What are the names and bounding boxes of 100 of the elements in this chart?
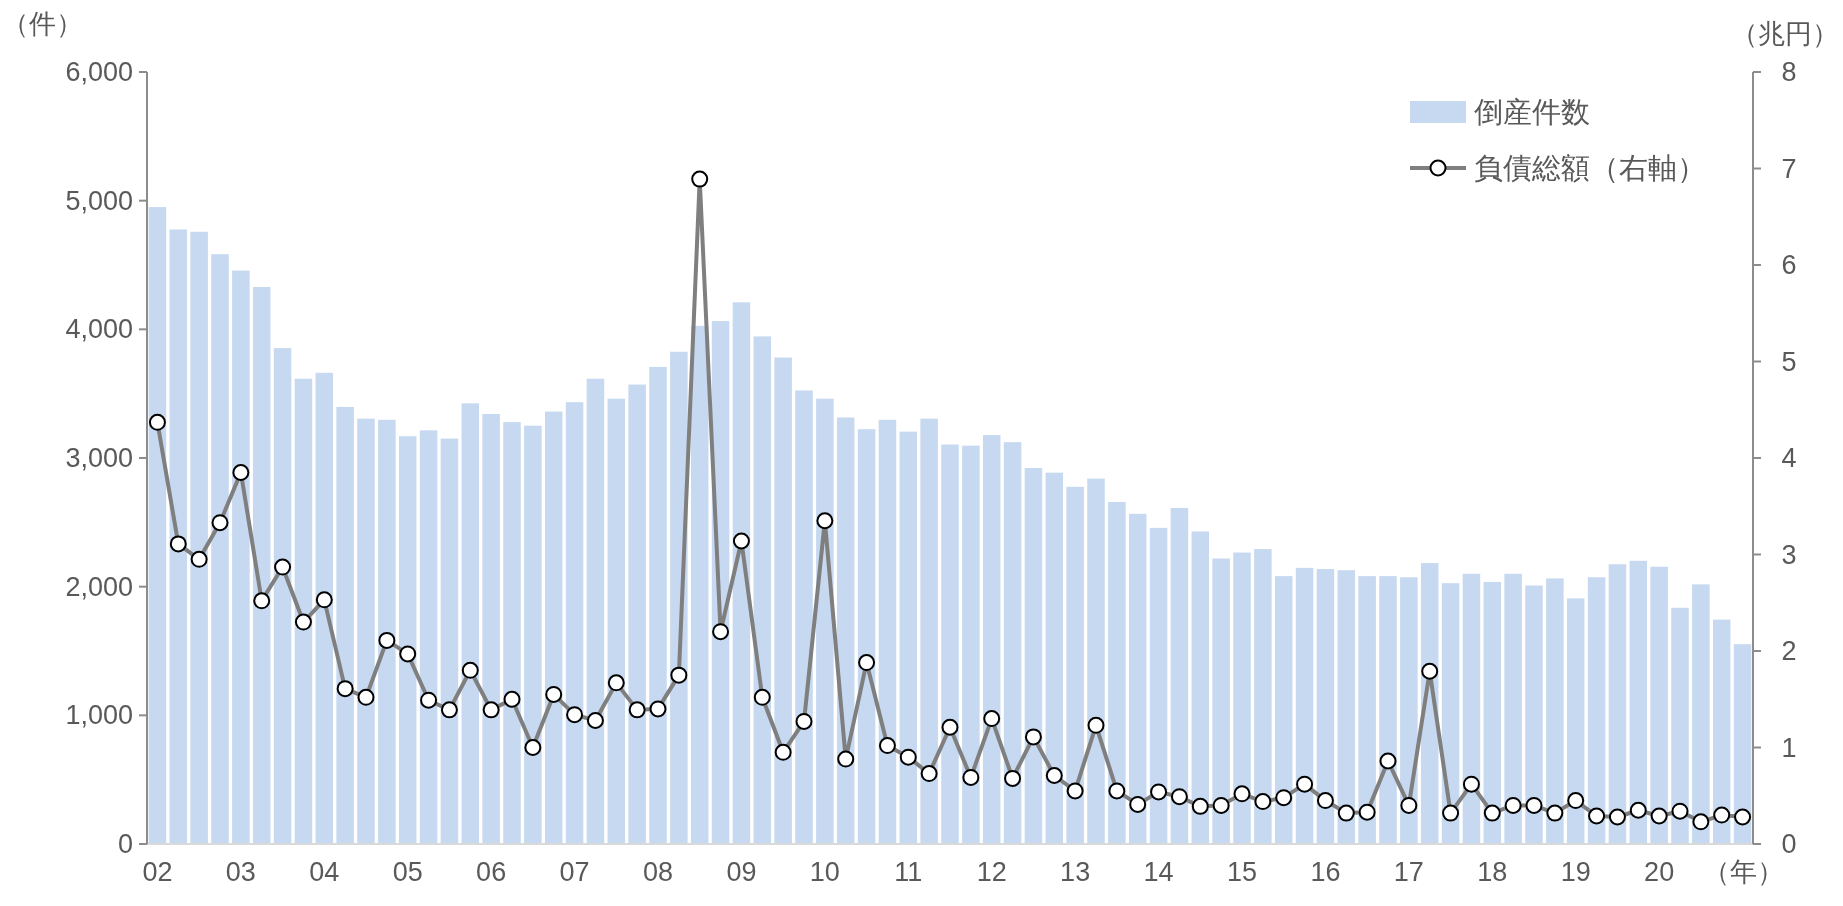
bar <box>586 378 605 844</box>
bar <box>1358 576 1376 844</box>
y2-tick-label: 4 <box>1781 443 1797 473</box>
x-tick-label: 20 <box>1644 857 1675 887</box>
bar <box>774 357 792 844</box>
bar <box>1608 564 1627 844</box>
bar <box>1149 527 1168 844</box>
bar <box>982 435 1001 844</box>
bar <box>753 336 772 844</box>
bar <box>1462 573 1481 844</box>
bar <box>461 403 480 844</box>
bar <box>482 414 500 844</box>
bar <box>1045 472 1064 844</box>
x-tick-label: 18 <box>1477 857 1508 887</box>
bar <box>899 431 918 844</box>
bar <box>690 325 709 844</box>
bar <box>398 436 417 844</box>
bar <box>190 231 208 844</box>
bar <box>1546 578 1564 844</box>
y-tick-label: 5,000 <box>65 185 133 216</box>
x-tick-label: 06 <box>476 857 507 887</box>
legend-label: 倒産件数 <box>1474 96 1590 128</box>
bar <box>1128 513 1147 844</box>
bar <box>1170 507 1189 844</box>
y2-tick-label: 3 <box>1781 539 1797 570</box>
bar <box>1650 566 1668 844</box>
y-tick-label: 1,000 <box>65 700 133 731</box>
y2-tick-label: 1 <box>1781 732 1797 763</box>
bar <box>544 411 563 844</box>
bar <box>857 429 876 844</box>
bar <box>1566 598 1585 844</box>
bar <box>1024 468 1043 844</box>
x-tick-label: 07 <box>559 857 590 887</box>
bar <box>1274 576 1293 844</box>
bar <box>232 270 250 844</box>
x-tick-label: 08 <box>642 857 674 887</box>
bar <box>503 422 521 844</box>
bar <box>294 378 313 844</box>
bar <box>1379 576 1397 844</box>
x-tick-label: 12 <box>976 857 1007 887</box>
x-tick-label: 04 <box>309 857 340 887</box>
bar <box>962 445 980 844</box>
x-tick-label: 19 <box>1560 857 1591 887</box>
x-tick-label: 14 <box>1143 857 1174 887</box>
bar <box>357 418 375 844</box>
bar <box>1233 552 1251 844</box>
x-tick-label: 13 <box>1060 857 1091 887</box>
bar <box>1003 442 1022 844</box>
bar <box>1504 573 1522 844</box>
bar <box>1400 577 1418 844</box>
y2-tick-label: 6 <box>1781 250 1797 280</box>
bar <box>565 402 584 844</box>
bar <box>1671 607 1689 844</box>
y2-axis-title: （兆円） <box>1731 19 1839 49</box>
bar <box>1712 619 1731 844</box>
y-tick-label: 3,000 <box>65 443 133 473</box>
bar <box>1525 585 1543 844</box>
bar <box>524 425 542 844</box>
x-axis-title: （年） <box>1702 857 1784 887</box>
bar <box>211 254 229 844</box>
bar <box>1087 478 1105 844</box>
bar <box>941 444 959 844</box>
x-tick-label: 10 <box>809 857 840 887</box>
bar <box>419 430 438 844</box>
bar <box>1629 560 1648 844</box>
y-tick-label: 2,000 <box>65 571 133 602</box>
y2-tick-label: 5 <box>1781 346 1797 377</box>
bar <box>336 406 354 844</box>
bar <box>1441 583 1460 844</box>
bar <box>1212 558 1230 844</box>
bar <box>315 372 334 844</box>
bar <box>1316 569 1335 844</box>
x-tick-label: 05 <box>392 857 423 887</box>
y-tick-label: 4,000 <box>65 314 133 345</box>
bar <box>1733 644 1752 844</box>
y2-tick-label: 7 <box>1781 153 1797 184</box>
bar <box>1692 584 1710 844</box>
x-tick-label: 02 <box>142 857 173 887</box>
bar <box>1066 486 1084 844</box>
y2-tick-label: 0 <box>1781 829 1797 859</box>
bar <box>649 366 667 844</box>
y-tick-label: 6,000 <box>65 57 133 87</box>
bar <box>169 229 188 844</box>
bar <box>378 419 396 844</box>
bar <box>252 287 271 844</box>
x-tick-label: 11 <box>894 857 923 887</box>
bar <box>1337 570 1356 844</box>
bar <box>1483 581 1502 844</box>
bar <box>920 418 938 844</box>
bar <box>1191 531 1210 844</box>
y2-tick-label: 8 <box>1781 57 1797 87</box>
bar <box>607 398 626 844</box>
bar <box>1108 502 1126 844</box>
y-tick-label: 0 <box>117 829 133 859</box>
bar <box>878 419 897 844</box>
legend-label: 負債総額（右軸） <box>1474 152 1706 184</box>
bar <box>836 417 855 844</box>
x-tick-label: 15 <box>1226 857 1258 887</box>
bar <box>1587 577 1606 844</box>
bar <box>1295 567 1314 844</box>
